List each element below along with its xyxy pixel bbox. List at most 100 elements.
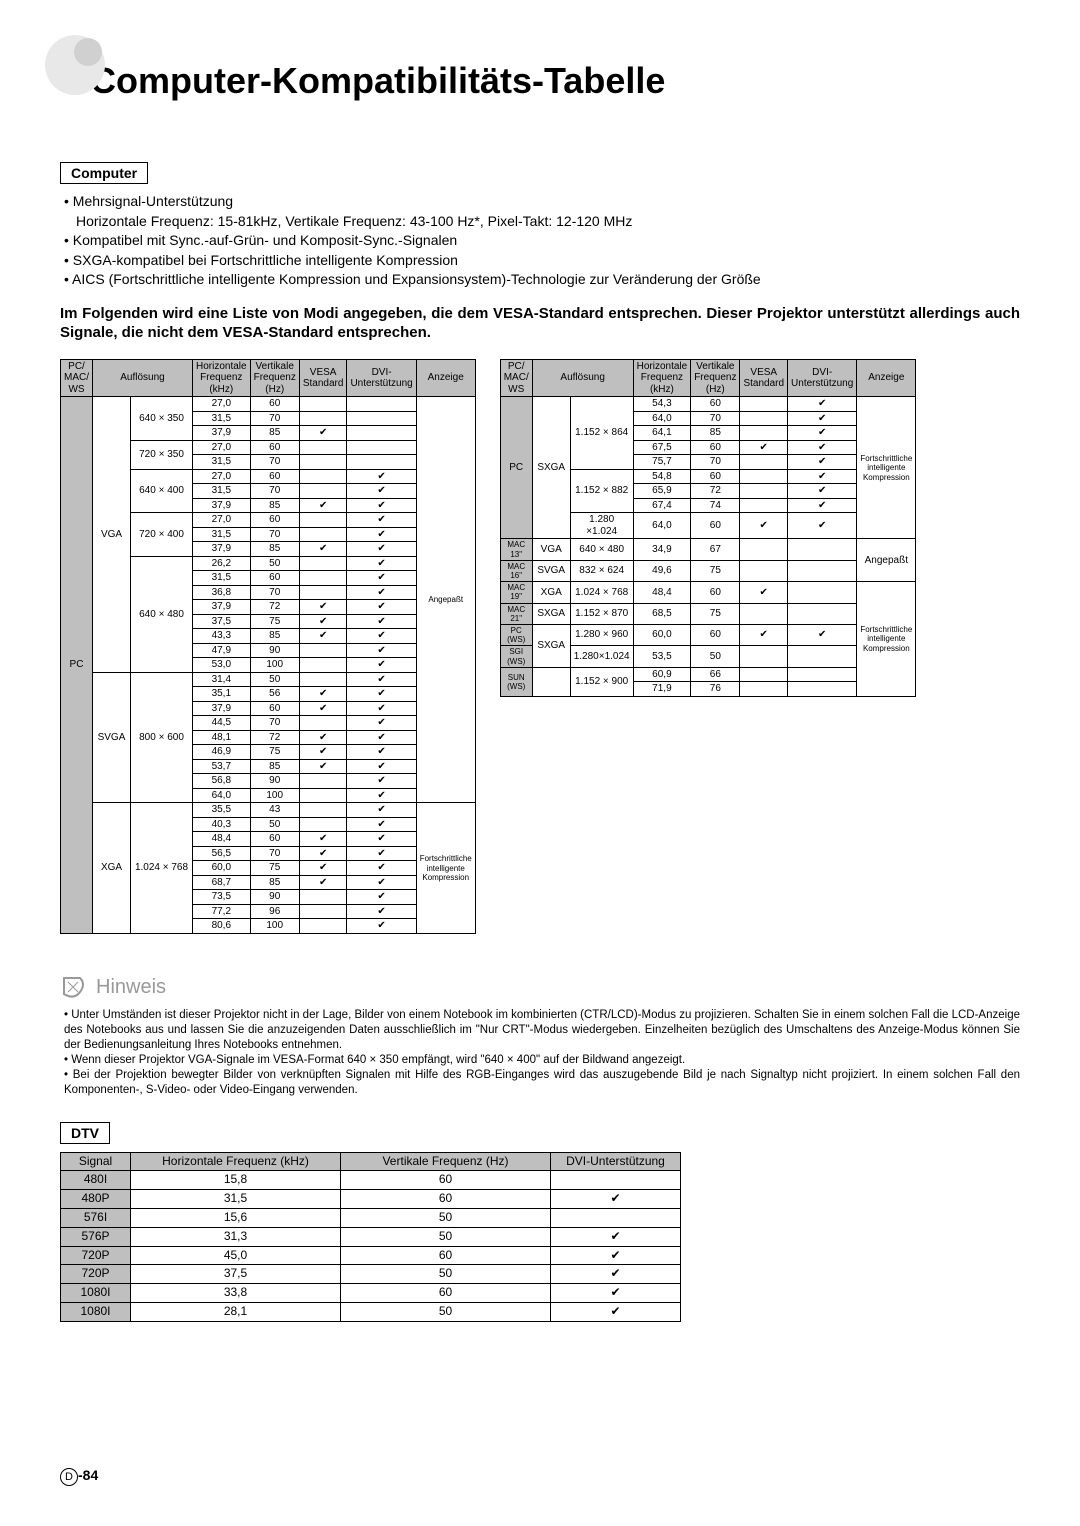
note-item: Bei der Projektion bewegter Bilder von v… bbox=[64, 1068, 1020, 1098]
cell: ✔ bbox=[788, 469, 857, 484]
cell bbox=[788, 682, 857, 697]
cell: 1.024 × 768 bbox=[131, 803, 193, 934]
cell bbox=[299, 890, 347, 905]
cell: 64,1 bbox=[633, 426, 691, 441]
cell bbox=[299, 672, 347, 687]
cell: ✔ bbox=[347, 687, 416, 702]
cell bbox=[740, 397, 788, 412]
compat-table-left: PC/ MAC/ WS Auflösung Horizontale Freque… bbox=[60, 359, 476, 934]
cell: 85 bbox=[250, 542, 299, 557]
cell: 72 bbox=[250, 730, 299, 745]
dtv-table: Signal Horizontale Frequenz (kHz) Vertik… bbox=[60, 1152, 681, 1322]
cell: 720 × 400 bbox=[131, 513, 193, 557]
cell: SXGA bbox=[532, 624, 570, 667]
cell bbox=[551, 1171, 681, 1190]
cell: VGA bbox=[532, 539, 570, 560]
th: DVI-Unterstützung bbox=[347, 359, 416, 397]
cell: ✔ bbox=[299, 687, 347, 702]
cell: ✔ bbox=[788, 498, 857, 513]
cell: 60 bbox=[691, 582, 740, 603]
cell: 832 × 624 bbox=[570, 560, 633, 581]
cell: 56,5 bbox=[193, 846, 251, 861]
cell: SXGA bbox=[532, 603, 570, 624]
cell: 60,9 bbox=[633, 667, 691, 682]
th: DVI-Unterstützung bbox=[551, 1152, 681, 1171]
cell: ✔ bbox=[347, 614, 416, 629]
cell: 45,0 bbox=[131, 1246, 341, 1265]
cell: 47,9 bbox=[193, 643, 251, 658]
cell: 720P bbox=[61, 1246, 131, 1265]
cell: 72 bbox=[691, 484, 740, 499]
cell: XGA bbox=[93, 803, 131, 934]
cell: 75 bbox=[250, 861, 299, 876]
cell bbox=[299, 803, 347, 818]
cell: 44,5 bbox=[193, 716, 251, 731]
cell: 77,2 bbox=[193, 904, 251, 919]
cell: ✔ bbox=[299, 629, 347, 644]
cell: 60,0 bbox=[633, 624, 691, 645]
cell: 1.024 × 768 bbox=[570, 582, 633, 603]
dtv-section-label: DTV bbox=[60, 1122, 110, 1144]
cell bbox=[299, 571, 347, 586]
cell: 50 bbox=[341, 1302, 551, 1321]
cell: 1.280 × 960 bbox=[570, 624, 633, 645]
cell: 1.152 × 864 bbox=[570, 397, 633, 470]
computer-bullets: Mehrsignal-Unterstützung Horizontale Fre… bbox=[64, 192, 1020, 290]
cell: ✔ bbox=[347, 556, 416, 571]
cell: 75 bbox=[250, 614, 299, 629]
th: Vertikale Frequenz (Hz) bbox=[250, 359, 299, 397]
cell: 75,7 bbox=[633, 455, 691, 470]
cell: 36,8 bbox=[193, 585, 251, 600]
cell: 70 bbox=[691, 411, 740, 426]
cell: 46,9 bbox=[193, 745, 251, 760]
cell bbox=[347, 440, 416, 455]
bullet-item: AICS (Fortschrittliche intelligente Komp… bbox=[64, 270, 1020, 290]
cell bbox=[299, 716, 347, 731]
cell: 576P bbox=[61, 1227, 131, 1246]
computer-section-label: Computer bbox=[60, 162, 148, 184]
cell bbox=[299, 484, 347, 499]
cell: 43,3 bbox=[193, 629, 251, 644]
cell: 49,6 bbox=[633, 560, 691, 581]
cell: ✔ bbox=[299, 846, 347, 861]
cell: 71,9 bbox=[633, 682, 691, 697]
cell: ✔ bbox=[740, 624, 788, 645]
cell: ✔ bbox=[347, 875, 416, 890]
cell: ✔ bbox=[347, 469, 416, 484]
cell: 90 bbox=[250, 643, 299, 658]
cell: 27,0 bbox=[193, 397, 251, 412]
cell: 76 bbox=[691, 682, 740, 697]
cell bbox=[299, 904, 347, 919]
cell: 1080I bbox=[61, 1284, 131, 1303]
page-title: Computer-Kompatibilitäts-Tabelle bbox=[90, 60, 1020, 102]
cell: ✔ bbox=[347, 846, 416, 861]
cell: ✔ bbox=[299, 614, 347, 629]
cell bbox=[740, 682, 788, 697]
cell bbox=[299, 643, 347, 658]
cell: 60 bbox=[250, 397, 299, 412]
cell: ✔ bbox=[299, 426, 347, 441]
hinweis-notes: Unter Umständen ist dieser Projektor nic… bbox=[64, 1008, 1020, 1098]
cell: ✔ bbox=[788, 624, 857, 645]
cell: ✔ bbox=[347, 759, 416, 774]
th: Horizontale Frequenz (kHz) bbox=[193, 359, 251, 397]
cell bbox=[740, 411, 788, 426]
cell: 70 bbox=[250, 455, 299, 470]
compat-table-right: PC/ MAC/ WS Auflösung Horizontale Freque… bbox=[500, 359, 917, 697]
cell: 60 bbox=[250, 701, 299, 716]
th: DVI-Unterstützung bbox=[788, 359, 857, 397]
cell: 37,9 bbox=[193, 701, 251, 716]
cell: 70 bbox=[250, 846, 299, 861]
cell: 100 bbox=[250, 658, 299, 673]
cell: ✔ bbox=[347, 716, 416, 731]
cell: 64,0 bbox=[193, 788, 251, 803]
cell: 37,9 bbox=[193, 498, 251, 513]
cell: 1.152 × 870 bbox=[570, 603, 633, 624]
cell bbox=[740, 667, 788, 682]
cell: ✔ bbox=[347, 658, 416, 673]
cell: 67,5 bbox=[633, 440, 691, 455]
cell: ✔ bbox=[347, 803, 416, 818]
cell: Angepaßt bbox=[416, 397, 475, 803]
th: Horizontale Frequenz (kHz) bbox=[633, 359, 691, 397]
page-num-text: -84 bbox=[78, 1467, 98, 1483]
